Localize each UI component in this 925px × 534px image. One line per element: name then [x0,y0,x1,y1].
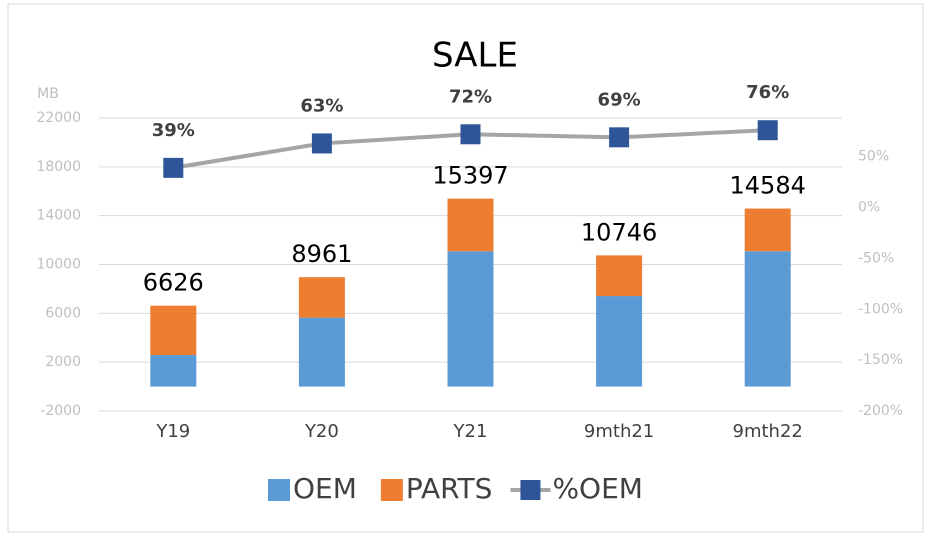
y2-tick-label: -50% [858,250,894,266]
total-label: 10746 [581,218,657,246]
legend-swatch [268,479,290,501]
data-label: 39% [152,120,195,141]
total-label: 6626 [143,269,204,297]
chart-title: SALE [432,36,518,76]
x-tick-label: Y19 [155,421,190,442]
bar-segment [744,208,791,252]
legend-marker [520,480,541,500]
bar-segment [596,296,643,387]
data-label: 69% [598,89,641,110]
y-tick-label: 10000 [36,257,81,273]
bar-segment [150,355,197,387]
total-label: 15397 [432,162,508,190]
y-axis-label: MB [37,86,59,102]
bar-segment [744,251,791,387]
total-label: 14584 [730,172,806,200]
x-tick-label: 9mth21 [584,421,654,442]
line-marker [757,120,778,141]
y2-tick-label: 0% [858,200,880,216]
line-marker [311,133,332,154]
y2-tick-label: -200% [858,403,903,419]
data-label: 63% [300,95,343,116]
legend-label: %OEM [552,472,643,505]
x-tick-label: Y20 [304,421,339,442]
bar-segment [298,317,345,387]
y2-tick-label: -100% [858,301,903,317]
x-tick-label: Y21 [453,421,488,442]
legend-label: PARTS [406,472,493,505]
y-tick-label: 14000 [36,208,81,224]
bar-segment [298,277,345,318]
y2-tick-label: 50% [858,149,889,165]
y2-tick-label: -150% [858,352,903,368]
line-marker [163,157,184,178]
bar-segment [596,255,643,297]
y-tick-label: -2000 [40,403,81,419]
x-tick-label: 9mth22 [733,421,803,442]
bar-segment [447,251,494,387]
data-label: 72% [449,86,492,107]
y-tick-label: 18000 [36,159,81,175]
line-marker [460,124,481,145]
total-label: 8961 [291,240,352,268]
legend-swatch [380,479,403,501]
legend-label: OEM [293,472,357,505]
data-label: 76% [746,82,789,103]
y-tick-label: 22000 [36,110,81,126]
y-tick-label: 2000 [45,354,81,370]
y-tick-label: 6000 [45,305,81,321]
bar-segment [150,305,197,356]
bar-segment [447,198,494,252]
line-marker [609,127,630,148]
